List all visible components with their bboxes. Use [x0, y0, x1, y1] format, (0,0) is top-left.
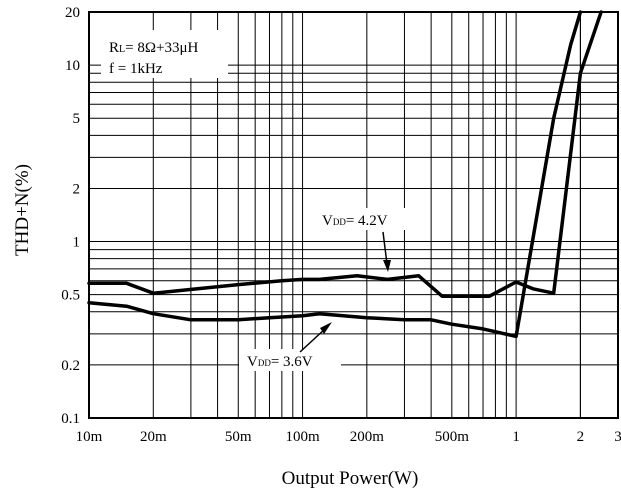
x-tick-label: 2	[577, 429, 585, 445]
condition-frequency: f = 1kHz	[109, 61, 163, 77]
y-axis-label: THD+N(%)	[12, 164, 33, 256]
series-4v2-arrowhead	[383, 260, 391, 272]
series-4v2-label-sub: DD	[333, 217, 346, 227]
series-line-4v2	[87, 10, 603, 298]
x-tick-label: 200m	[350, 429, 385, 445]
series-lines	[87, 10, 603, 339]
x-tick-label: 10m	[76, 429, 103, 445]
y-tick-label: 20	[65, 5, 80, 21]
condition-load: RL= 8Ω+33μH	[109, 40, 198, 56]
x-axis-label: Output Power(W)	[282, 468, 419, 489]
plot-frame	[88, 11, 619, 419]
condition-load-sub: L	[119, 44, 125, 55]
series-3v6-arrow	[299, 327, 327, 353]
y-tick-label: 5	[73, 111, 81, 127]
y-tick-label: 0.1	[61, 411, 80, 427]
series-4v2-label: VDD= 4.2V	[322, 213, 388, 229]
series-3v6-label: VDD= 3.6V	[247, 354, 313, 370]
y-tick-label: 0.2	[61, 358, 80, 374]
y-tick-label: 1	[73, 235, 81, 251]
x-tick-labels: 10m 20m 50m 100m 200m 500m 1 2 3	[76, 429, 621, 445]
series-3v6-label-main: V	[247, 354, 258, 370]
series-4v2-arrow	[382, 231, 388, 265]
series-3v6-label-sub: DD	[258, 358, 271, 368]
series-4v2-label-rest: = 4.2V	[346, 213, 388, 229]
series-3v6-label-bg	[239, 349, 341, 371]
x-tick-label: 20m	[140, 429, 167, 445]
series-3v6-label-rest: = 3.6V	[271, 354, 313, 370]
x-tick-label: 500m	[435, 429, 470, 445]
series-line-3v6	[87, 10, 583, 339]
y-tick-label: 0.5	[61, 288, 80, 304]
x-tick-label: 50m	[225, 429, 252, 445]
y-tick-label: 2	[73, 181, 81, 197]
y-tick-label: 10	[65, 58, 80, 74]
x-tick-label: 100m	[285, 429, 320, 445]
series-4v2-label-bg	[318, 208, 410, 230]
x-tick-label: 3	[614, 429, 621, 445]
series-4v2-label-main: V	[322, 213, 333, 229]
conditions-box	[101, 30, 228, 78]
x-tick-label: 1	[512, 429, 520, 445]
condition-load-rest: = 8Ω+33μH	[125, 40, 198, 56]
series-3v6-arrowhead	[320, 322, 332, 334]
condition-load-main: R	[109, 40, 119, 56]
y-tick-labels: 0.1 0.2 0.5 1 2 5 10 20	[61, 5, 80, 427]
